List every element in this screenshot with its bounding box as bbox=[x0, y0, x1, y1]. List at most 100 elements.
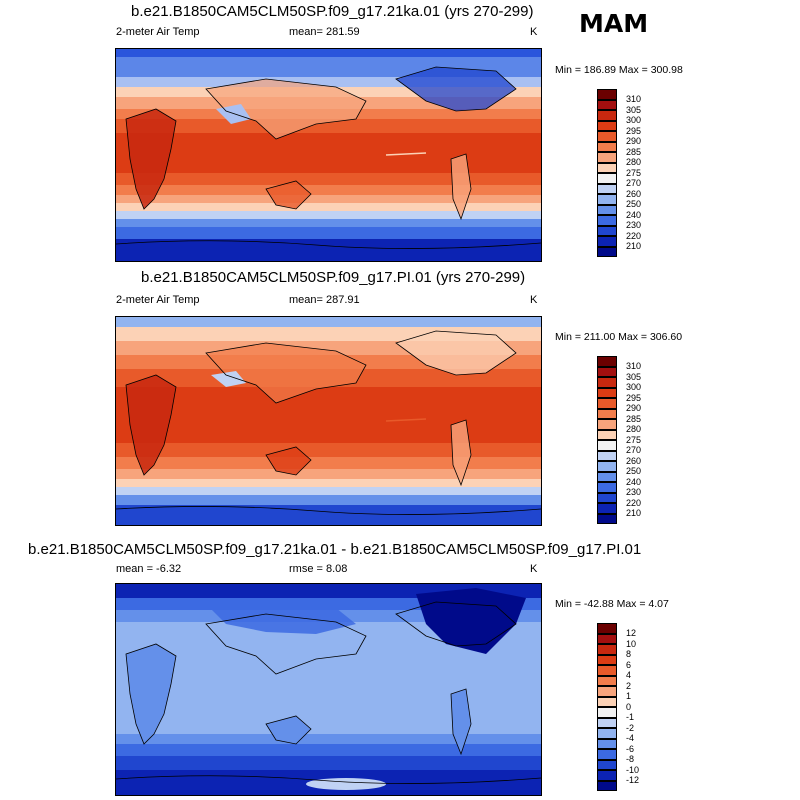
colorbar-swatch bbox=[597, 503, 617, 514]
colorbar-label: 300 bbox=[626, 382, 642, 392]
panel-1-mean: mean= 281.59 bbox=[289, 26, 360, 38]
colorbar-label: 285 bbox=[626, 146, 642, 157]
colorbar-swatch bbox=[597, 152, 617, 163]
panel-2-colorbar: 310 305 300 295 290 285 280 275 270 260 250 240 230 2… bbox=[597, 356, 657, 524]
colorbar-swatch bbox=[597, 246, 617, 257]
colorbar-swatch bbox=[597, 707, 617, 718]
colorbar-swatch bbox=[597, 749, 617, 760]
colorbar-label: 250 bbox=[626, 466, 642, 476]
colorbar-label: 240 bbox=[626, 476, 642, 487]
colorbar-label: -6 bbox=[626, 743, 635, 754]
panel-2-units: K bbox=[530, 294, 538, 306]
panel-1-minmax: Min = 186.89 Max = 300.98 bbox=[555, 64, 683, 76]
colorbar-label: 310 bbox=[626, 361, 642, 371]
colorbar-label: 280 bbox=[626, 424, 642, 434]
colorbar-label: 275 bbox=[626, 167, 642, 178]
colorbar-label: -1 bbox=[626, 712, 635, 722]
colorbar-label: 270 bbox=[626, 445, 642, 455]
panel-2-left-label: 2-meter Air Temp bbox=[116, 294, 200, 306]
colorbar-label: 290 bbox=[626, 136, 642, 146]
colorbar-swatch bbox=[597, 717, 617, 728]
colorbar-label: 220 bbox=[626, 497, 642, 508]
colorbar-swatch bbox=[597, 450, 617, 461]
panel-1-colorbar: 310 305 300 295 290 285 280 275 270 260 250 240 230 2… bbox=[597, 89, 657, 257]
colorbar-swatch bbox=[597, 120, 617, 131]
panel-3-colorbar: 12 10 8 6 4 2 1 0 -1 -2 -4 -6 -8 -10 -12 bbox=[597, 623, 657, 791]
colorbar-label: -12 bbox=[626, 775, 640, 785]
panel-2-title: b.e21.B1850CAM5CLM50SP.f09_g17.PI.01 (yr… bbox=[141, 269, 526, 286]
colorbar-label: 10 bbox=[626, 638, 637, 649]
colorbar-label: 260 bbox=[626, 188, 642, 199]
colorbar-swatch bbox=[597, 141, 617, 152]
colorbar-label: 300 bbox=[626, 115, 642, 125]
colorbar-swatch bbox=[597, 513, 617, 524]
colorbar-swatch bbox=[597, 675, 617, 686]
colorbar-swatch bbox=[597, 110, 617, 121]
colorbar-swatch bbox=[597, 492, 617, 503]
panel-3-title: b.e21.B1850CAM5CLM50SP.f09_g17.21ka.01 -… bbox=[28, 541, 642, 558]
panel-3-mean: mean = -6.32 bbox=[116, 563, 182, 575]
colorbar-label: 285 bbox=[626, 413, 642, 424]
colorbar-label: 310 bbox=[626, 94, 642, 104]
colorbar-label: 210 bbox=[626, 241, 642, 251]
panel-3-minmax: Min = -42.88 Max = 4.07 bbox=[555, 598, 669, 610]
colorbar-label: 260 bbox=[626, 455, 642, 466]
colorbar-label: 280 bbox=[626, 157, 642, 167]
colorbar-swatch bbox=[597, 686, 617, 697]
colorbar-swatch bbox=[597, 183, 617, 194]
colorbar-label: 4 bbox=[626, 670, 632, 680]
colorbar-swatch bbox=[597, 408, 617, 419]
colorbar-swatch bbox=[597, 759, 617, 770]
colorbar-swatch bbox=[597, 440, 617, 451]
colorbar-label: 275 bbox=[626, 434, 642, 445]
colorbar-swatch bbox=[597, 644, 617, 655]
colorbar-swatch bbox=[597, 194, 617, 205]
colorbar-label: 8 bbox=[626, 649, 632, 659]
colorbar-swatch bbox=[597, 461, 617, 472]
colorbar-label: 250 bbox=[626, 199, 642, 209]
panel-1-title: b.e21.B1850CAM5CLM50SP.f09_g17.21ka.01 (… bbox=[131, 3, 534, 20]
colorbar-swatch bbox=[597, 429, 617, 440]
colorbar-label: 1 bbox=[626, 691, 632, 701]
colorbar-label: 270 bbox=[626, 178, 642, 188]
colorbar-swatch bbox=[597, 366, 617, 377]
colorbar-swatch bbox=[597, 215, 617, 226]
colorbar-swatch bbox=[597, 377, 617, 388]
colorbar-label: -2 bbox=[626, 722, 635, 733]
colorbar-label: 12 bbox=[626, 628, 637, 638]
panel-3-rmse: rmse = 8.08 bbox=[289, 563, 348, 575]
colorbar-label: -10 bbox=[626, 764, 640, 775]
panel-3-units: K bbox=[530, 563, 538, 575]
panel-2-map bbox=[115, 316, 542, 526]
colorbar-label: 295 bbox=[626, 125, 642, 136]
colorbar-swatch bbox=[597, 162, 617, 173]
colorbar-swatch bbox=[597, 131, 617, 142]
colorbar-label: 230 bbox=[626, 487, 642, 497]
colorbar-swatch bbox=[597, 225, 617, 236]
colorbar-swatch bbox=[597, 204, 617, 215]
colorbar-swatch bbox=[597, 633, 617, 644]
colorbar-swatch bbox=[597, 738, 617, 749]
colorbar-label: 220 bbox=[626, 230, 642, 241]
colorbar-swatch bbox=[597, 356, 617, 367]
panel-1-temperature-field bbox=[116, 49, 541, 261]
colorbar-swatch bbox=[597, 89, 617, 100]
colorbar-swatch bbox=[597, 482, 617, 493]
colorbar-label: 0 bbox=[626, 701, 632, 712]
colorbar-label: 210 bbox=[626, 508, 642, 518]
colorbar-swatch bbox=[597, 419, 617, 430]
colorbar-swatch bbox=[597, 696, 617, 707]
colorbar-swatch bbox=[597, 654, 617, 665]
panel-3-map bbox=[115, 583, 542, 796]
panel-2-minmax: Min = 211.00 Max = 306.60 bbox=[555, 331, 683, 343]
panel-1-map bbox=[115, 48, 542, 262]
colorbar-swatch bbox=[597, 770, 617, 781]
colorbar-swatch bbox=[597, 728, 617, 739]
colorbar-swatch bbox=[597, 623, 617, 634]
colorbar-label: 290 bbox=[626, 403, 642, 413]
colorbar-label: 305 bbox=[626, 104, 642, 115]
colorbar-label: 230 bbox=[626, 220, 642, 230]
colorbar-swatch bbox=[597, 780, 617, 791]
panel-1-left-label: 2-meter Air Temp bbox=[116, 26, 200, 38]
colorbar-swatch bbox=[597, 173, 617, 184]
